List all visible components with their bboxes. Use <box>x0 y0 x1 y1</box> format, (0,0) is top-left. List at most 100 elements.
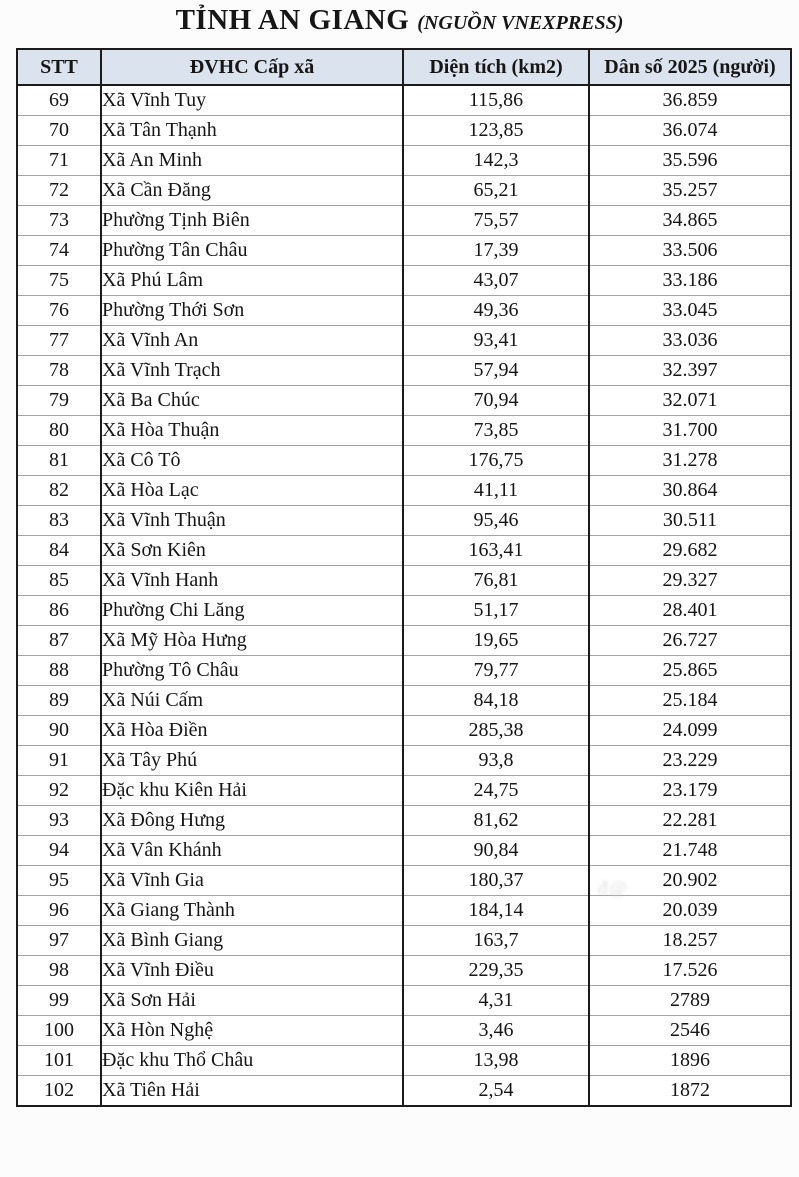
table-row: 102 Xã Tiên Hải 2,54 1872 <box>16 1075 792 1106</box>
stt-cell: 88 <box>16 655 102 686</box>
unit-name-cell: Xã Tây Phú <box>100 745 404 776</box>
stt-cell: 81 <box>16 445 102 476</box>
population-cell: 31.278 <box>588 445 792 476</box>
population-cell: 33.036 <box>588 325 792 356</box>
unit-name-cell: Xã Vĩnh Gia <box>100 865 404 896</box>
area-cell: 285,38 <box>402 715 590 746</box>
area-cell: 180,37 <box>402 865 590 896</box>
population-cell: 30.511 <box>588 505 792 536</box>
stt-cell: 87 <box>16 625 102 656</box>
table-row: 95 Xã Vĩnh Gia 180,37 20.902 <box>16 865 792 896</box>
population-cell: 1872 <box>588 1075 792 1106</box>
population-cell: 2546 <box>588 1015 792 1046</box>
stt-cell: 100 <box>16 1015 102 1046</box>
area-cell: 70,94 <box>402 385 590 416</box>
stt-cell: 95 <box>16 865 102 896</box>
stt-cell: 75 <box>16 265 102 296</box>
unit-name-cell: Xã Vân Khánh <box>100 835 404 866</box>
header-population: Dân số 2025 (người) <box>588 48 792 86</box>
area-cell: 57,94 <box>402 355 590 386</box>
table-row: 97 Xã Bình Giang 163,7 18.257 <box>16 925 792 956</box>
unit-name-cell: Xã Tiên Hải <box>100 1075 404 1106</box>
unit-name-cell: Xã Cần Đăng <box>100 175 404 206</box>
area-cell: 76,81 <box>402 565 590 596</box>
area-cell: 75,57 <box>402 205 590 236</box>
unit-name-cell: Xã Vĩnh Trạch <box>100 355 404 386</box>
table-row: 71 Xã An Minh 142,3 35.596 <box>16 145 792 176</box>
area-cell: 51,17 <box>402 595 590 626</box>
population-cell: 33.045 <box>588 295 792 326</box>
population-cell: 23.229 <box>588 745 792 776</box>
table-row: 72 Xã Cần Đăng 65,21 35.257 <box>16 175 792 206</box>
stt-cell: 83 <box>16 505 102 536</box>
population-cell: 1896 <box>588 1045 792 1076</box>
population-cell: 33.506 <box>588 235 792 266</box>
area-cell: 115,86 <box>402 84 590 116</box>
table-row: 89 Xã Núi Cấm 84,18 25.184 <box>16 685 792 716</box>
source-note: (NGUỒN VNEXPRESS) <box>417 12 624 34</box>
table-row: 82 Xã Hòa Lạc 41,11 30.864 <box>16 475 792 506</box>
population-cell: 30.864 <box>588 475 792 506</box>
population-cell: 31.700 <box>588 415 792 446</box>
population-cell: 28.401 <box>588 595 792 626</box>
table-row: 96 Xã Giang Thành 184,14 20.039 <box>16 895 792 926</box>
area-cell: 93,8 <box>402 745 590 776</box>
population-cell: 25.184 <box>588 685 792 716</box>
table-row: 77 Xã Vĩnh An 93,41 33.036 <box>16 325 792 356</box>
table-row: 92 Đặc khu Kiên Hải 24,75 23.179 <box>16 775 792 806</box>
stt-cell: 96 <box>16 895 102 926</box>
stt-cell: 98 <box>16 955 102 986</box>
unit-name-cell: Xã Hòa Lạc <box>100 475 404 506</box>
area-cell: 4,31 <box>402 985 590 1016</box>
header-row: STT ĐVHC Cấp xã Diện tích (km2) Dân số 2… <box>16 48 792 86</box>
area-cell: 163,7 <box>402 925 590 956</box>
area-cell: 84,18 <box>402 685 590 716</box>
stt-cell: 71 <box>16 145 102 176</box>
table-row: 74 Phường Tân Châu 17,39 33.506 <box>16 235 792 266</box>
stt-cell: 76 <box>16 295 102 326</box>
area-cell: 73,85 <box>402 415 590 446</box>
stt-cell: 74 <box>16 235 102 266</box>
table-row: 73 Phường Tịnh Biên 75,57 34.865 <box>16 205 792 236</box>
table-row: 83 Xã Vĩnh Thuận 95,46 30.511 <box>16 505 792 536</box>
unit-name-cell: Xã An Minh <box>100 145 404 176</box>
population-cell: 2789 <box>588 985 792 1016</box>
stt-cell: 69 <box>16 84 102 116</box>
unit-name-cell: Xã Tân Thạnh <box>100 115 404 146</box>
area-cell: 229,35 <box>402 955 590 986</box>
area-cell: 81,62 <box>402 805 590 836</box>
header-unit-name: ĐVHC Cấp xã <box>100 48 404 86</box>
stt-cell: 92 <box>16 775 102 806</box>
header-area: Diện tích (km2) <box>402 48 590 86</box>
area-cell: 163,41 <box>402 535 590 566</box>
stt-cell: 78 <box>16 355 102 386</box>
population-cell: 36.074 <box>588 115 792 146</box>
unit-name-cell: Xã Vĩnh Tuy <box>100 84 404 116</box>
table-row: 84 Xã Sơn Kiên 163,41 29.682 <box>16 535 792 566</box>
area-cell: 43,07 <box>402 265 590 296</box>
table-row: 87 Xã Mỹ Hòa Hưng 19,65 26.727 <box>16 625 792 656</box>
unit-name-cell: Phường Tô Châu <box>100 655 404 686</box>
unit-name-cell: Xã Vĩnh An <box>100 325 404 356</box>
area-cell: 49,36 <box>402 295 590 326</box>
area-cell: 184,14 <box>402 895 590 926</box>
unit-name-cell: Xã Vĩnh Thuận <box>100 505 404 536</box>
population-cell: 35.596 <box>588 145 792 176</box>
unit-name-cell: Đặc khu Kiên Hải <box>100 775 404 806</box>
stt-cell: 84 <box>16 535 102 566</box>
area-cell: 65,21 <box>402 175 590 206</box>
area-cell: 13,98 <box>402 1045 590 1076</box>
table-row: 88 Phường Tô Châu 79,77 25.865 <box>16 655 792 686</box>
population-cell: 20.039 <box>588 895 792 926</box>
table-row: 76 Phường Thới Sơn 49,36 33.045 <box>16 295 792 326</box>
stt-cell: 70 <box>16 115 102 146</box>
population-cell: 32.071 <box>588 385 792 416</box>
stt-cell: 102 <box>16 1075 102 1106</box>
admin-units-table: STT ĐVHC Cấp xã Diện tích (km2) Dân số 2… <box>16 48 792 1107</box>
area-cell: 2,54 <box>402 1075 590 1106</box>
table-row: 99 Xã Sơn Hải 4,31 2789 <box>16 985 792 1016</box>
population-cell: 23.179 <box>588 775 792 806</box>
table-row: 90 Xã Hòa Điền 285,38 24.099 <box>16 715 792 746</box>
area-cell: 95,46 <box>402 505 590 536</box>
